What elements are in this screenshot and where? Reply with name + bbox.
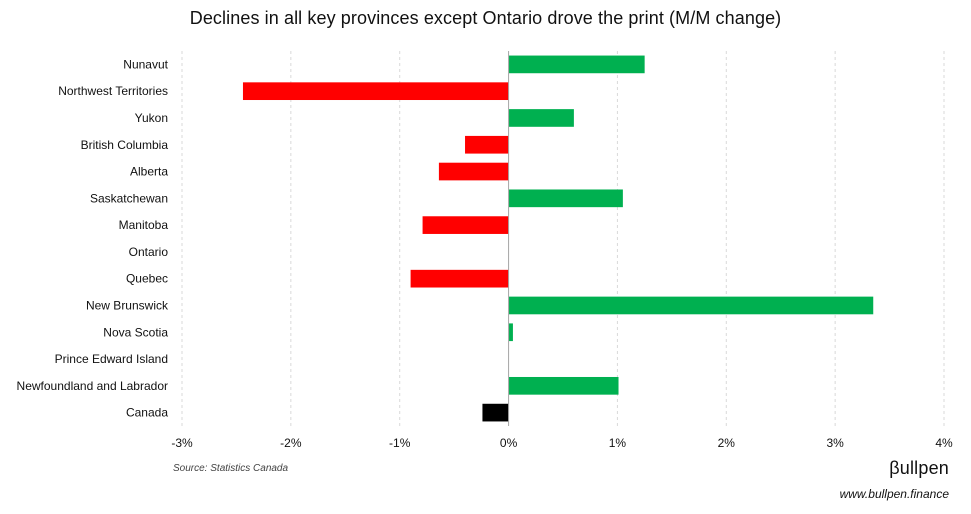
category-label: Yukon: [135, 111, 168, 125]
category-label: Quebec: [126, 272, 168, 286]
category-label: New Brunswick: [86, 298, 169, 312]
category-label: Nunavut: [123, 57, 168, 71]
chart-title: Declines in all key provinces except Ont…: [189, 8, 782, 28]
category-label: Nova Scotia: [103, 325, 168, 339]
tick-label: 4%: [935, 436, 953, 450]
category-labels: Nunavut Northwest Territories Yukon British…: [17, 57, 169, 419]
category-label: Ontario: [129, 245, 169, 259]
category-label: British Columbia: [81, 138, 169, 152]
bar: [438, 162, 509, 181]
bar: [508, 109, 574, 127]
category-label: Prince Edward Island: [55, 352, 168, 366]
bar: [465, 135, 509, 154]
bar: [508, 323, 513, 342]
bar: [508, 376, 619, 395]
bar: [508, 296, 874, 315]
tick-label: -3%: [171, 436, 193, 450]
bars: [242, 51, 874, 426]
category-label: Newfoundland and Labrador: [17, 379, 168, 393]
tick-label: 1%: [609, 436, 627, 450]
grid-lines: [181, 51, 945, 426]
category-label: Manitoba: [119, 218, 169, 232]
category-label: Saskatchewan: [90, 191, 168, 205]
brand-logo: βullpen: [889, 458, 949, 478]
tick-label: 0%: [500, 436, 518, 450]
category-label: Northwest Territories: [58, 84, 168, 98]
tick-label: -2%: [280, 436, 302, 450]
bar: [508, 55, 645, 74]
website-link[interactable]: www.bullpen.finance: [839, 487, 949, 501]
bar: [482, 403, 509, 422]
category-label: Canada: [126, 406, 168, 420]
category-label: Alberta: [130, 165, 168, 179]
bar: [242, 82, 509, 101]
bar: [410, 269, 509, 288]
bar: [422, 216, 509, 234]
tick-labels: -3% -2% -1% 0% 1% 2% 3% 4%: [171, 436, 953, 450]
source-note: Source: Statistics Canada: [173, 463, 289, 474]
tick-label: -1%: [389, 436, 411, 450]
tick-label: 2%: [718, 436, 736, 450]
bar: [508, 189, 623, 208]
tick-label: 3%: [826, 436, 844, 450]
